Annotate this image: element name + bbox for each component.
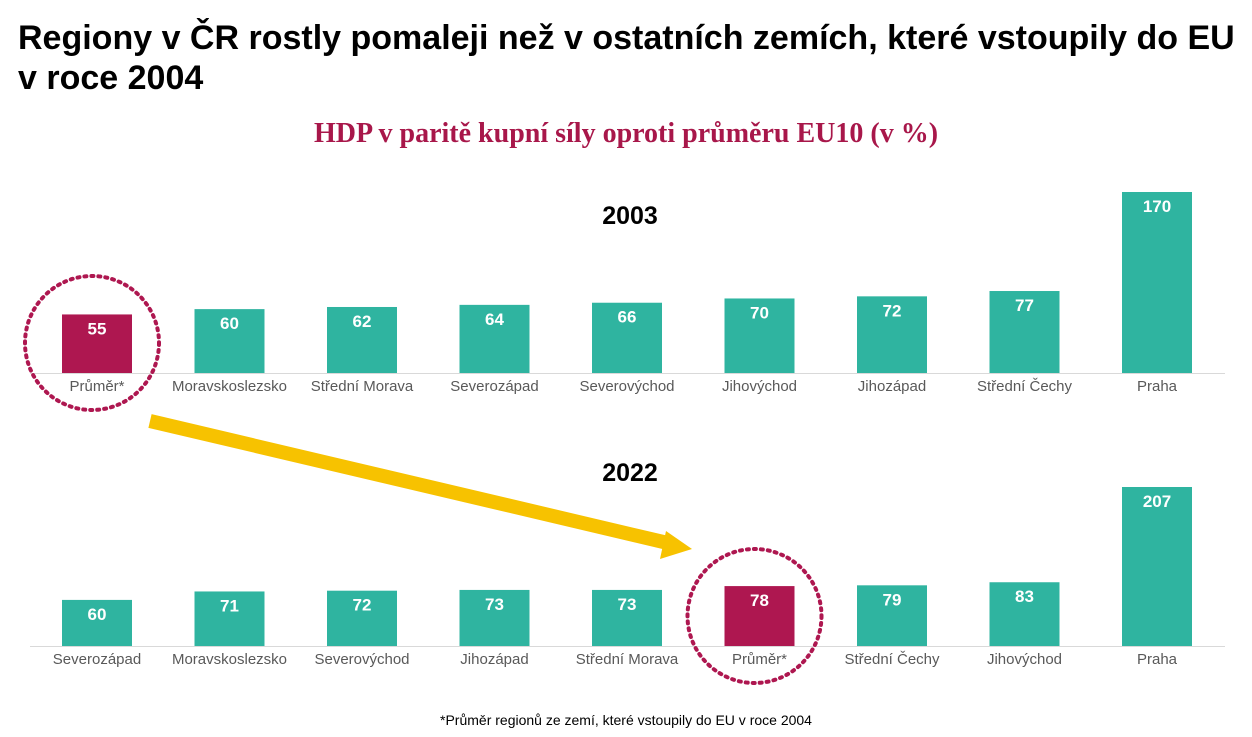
arrow-shaft xyxy=(148,414,674,551)
category-label: Střední Morava xyxy=(576,651,679,668)
category-label: Jihozápad xyxy=(460,651,528,668)
bar xyxy=(1122,192,1192,373)
category-label: Severozápad xyxy=(53,651,141,668)
data-label: 79 xyxy=(883,590,902,609)
panel-year-label: 2003 xyxy=(602,202,658,230)
data-label: 60 xyxy=(88,605,107,624)
category-label: Jihozápad xyxy=(858,378,926,395)
bar xyxy=(724,298,795,373)
category-label: Severovýchod xyxy=(579,378,674,395)
bar xyxy=(592,302,662,373)
arrow-head xyxy=(660,531,692,559)
arrow xyxy=(148,414,692,559)
category-label: Průměr* xyxy=(69,378,124,395)
category-label: Moravskoslezsko xyxy=(172,651,287,668)
category-label: Střední Čechy xyxy=(844,651,940,668)
bar xyxy=(327,590,397,646)
data-label: 72 xyxy=(883,301,902,320)
bar xyxy=(194,591,265,646)
data-label: 78 xyxy=(750,591,769,610)
category-label: Moravskoslezsko xyxy=(172,378,287,395)
data-label: 207 xyxy=(1143,492,1171,511)
data-label: 170 xyxy=(1143,197,1171,216)
bar xyxy=(459,304,530,373)
bar xyxy=(459,589,530,646)
category-label: Praha xyxy=(1137,378,1178,395)
bar xyxy=(62,599,132,646)
bar xyxy=(62,314,132,373)
category-label: Severozápad xyxy=(450,378,538,395)
highlight-circle xyxy=(685,547,824,685)
data-label: 62 xyxy=(353,312,372,331)
chart-panel-2003: 2003 55 Průměr* 60 Moravskoslezsko 62 Střední … xyxy=(23,192,1225,412)
data-label: 73 xyxy=(485,595,504,614)
category-label: Jihovýchod xyxy=(987,651,1062,668)
bar xyxy=(327,306,397,373)
data-label: 55 xyxy=(88,319,107,338)
category-label: Průměr* xyxy=(732,651,787,668)
data-label: 77 xyxy=(1015,296,1034,315)
data-label: 70 xyxy=(750,303,769,322)
bar xyxy=(592,589,662,646)
chart-title: HDP v paritě kupní síly oproti průměru E… xyxy=(313,118,939,149)
data-label: 73 xyxy=(618,595,637,614)
category-label: Praha xyxy=(1137,651,1178,668)
footnote: *Průměr regionů ze zemí, které vstoupily… xyxy=(440,712,812,728)
category-label: Střední Morava xyxy=(311,378,414,395)
panel-year-label: 2022 xyxy=(602,459,658,487)
bar xyxy=(857,296,927,373)
data-label: 72 xyxy=(353,596,372,615)
slide-title: Regiony v ČR rostly pomaleji než v ostat… xyxy=(18,19,1235,97)
highlight-circle xyxy=(23,274,161,412)
category-label: Severovýchod xyxy=(314,651,409,668)
bar xyxy=(724,586,795,646)
bar xyxy=(1122,487,1192,646)
data-label: 60 xyxy=(220,314,239,333)
data-label: 71 xyxy=(220,596,239,615)
chart-panel-2022: 2022 60 Severozápad 71 Moravskoslezsko 72 Seve… xyxy=(30,459,1225,685)
data-label: 66 xyxy=(618,308,637,327)
bar xyxy=(989,582,1060,646)
data-label: 64 xyxy=(485,310,504,329)
bar xyxy=(194,309,265,373)
data-label: 83 xyxy=(1015,587,1034,606)
bar xyxy=(989,291,1060,373)
bar xyxy=(857,585,927,646)
category-label: Střední Čechy xyxy=(977,378,1073,395)
category-label: Jihovýchod xyxy=(722,378,797,395)
